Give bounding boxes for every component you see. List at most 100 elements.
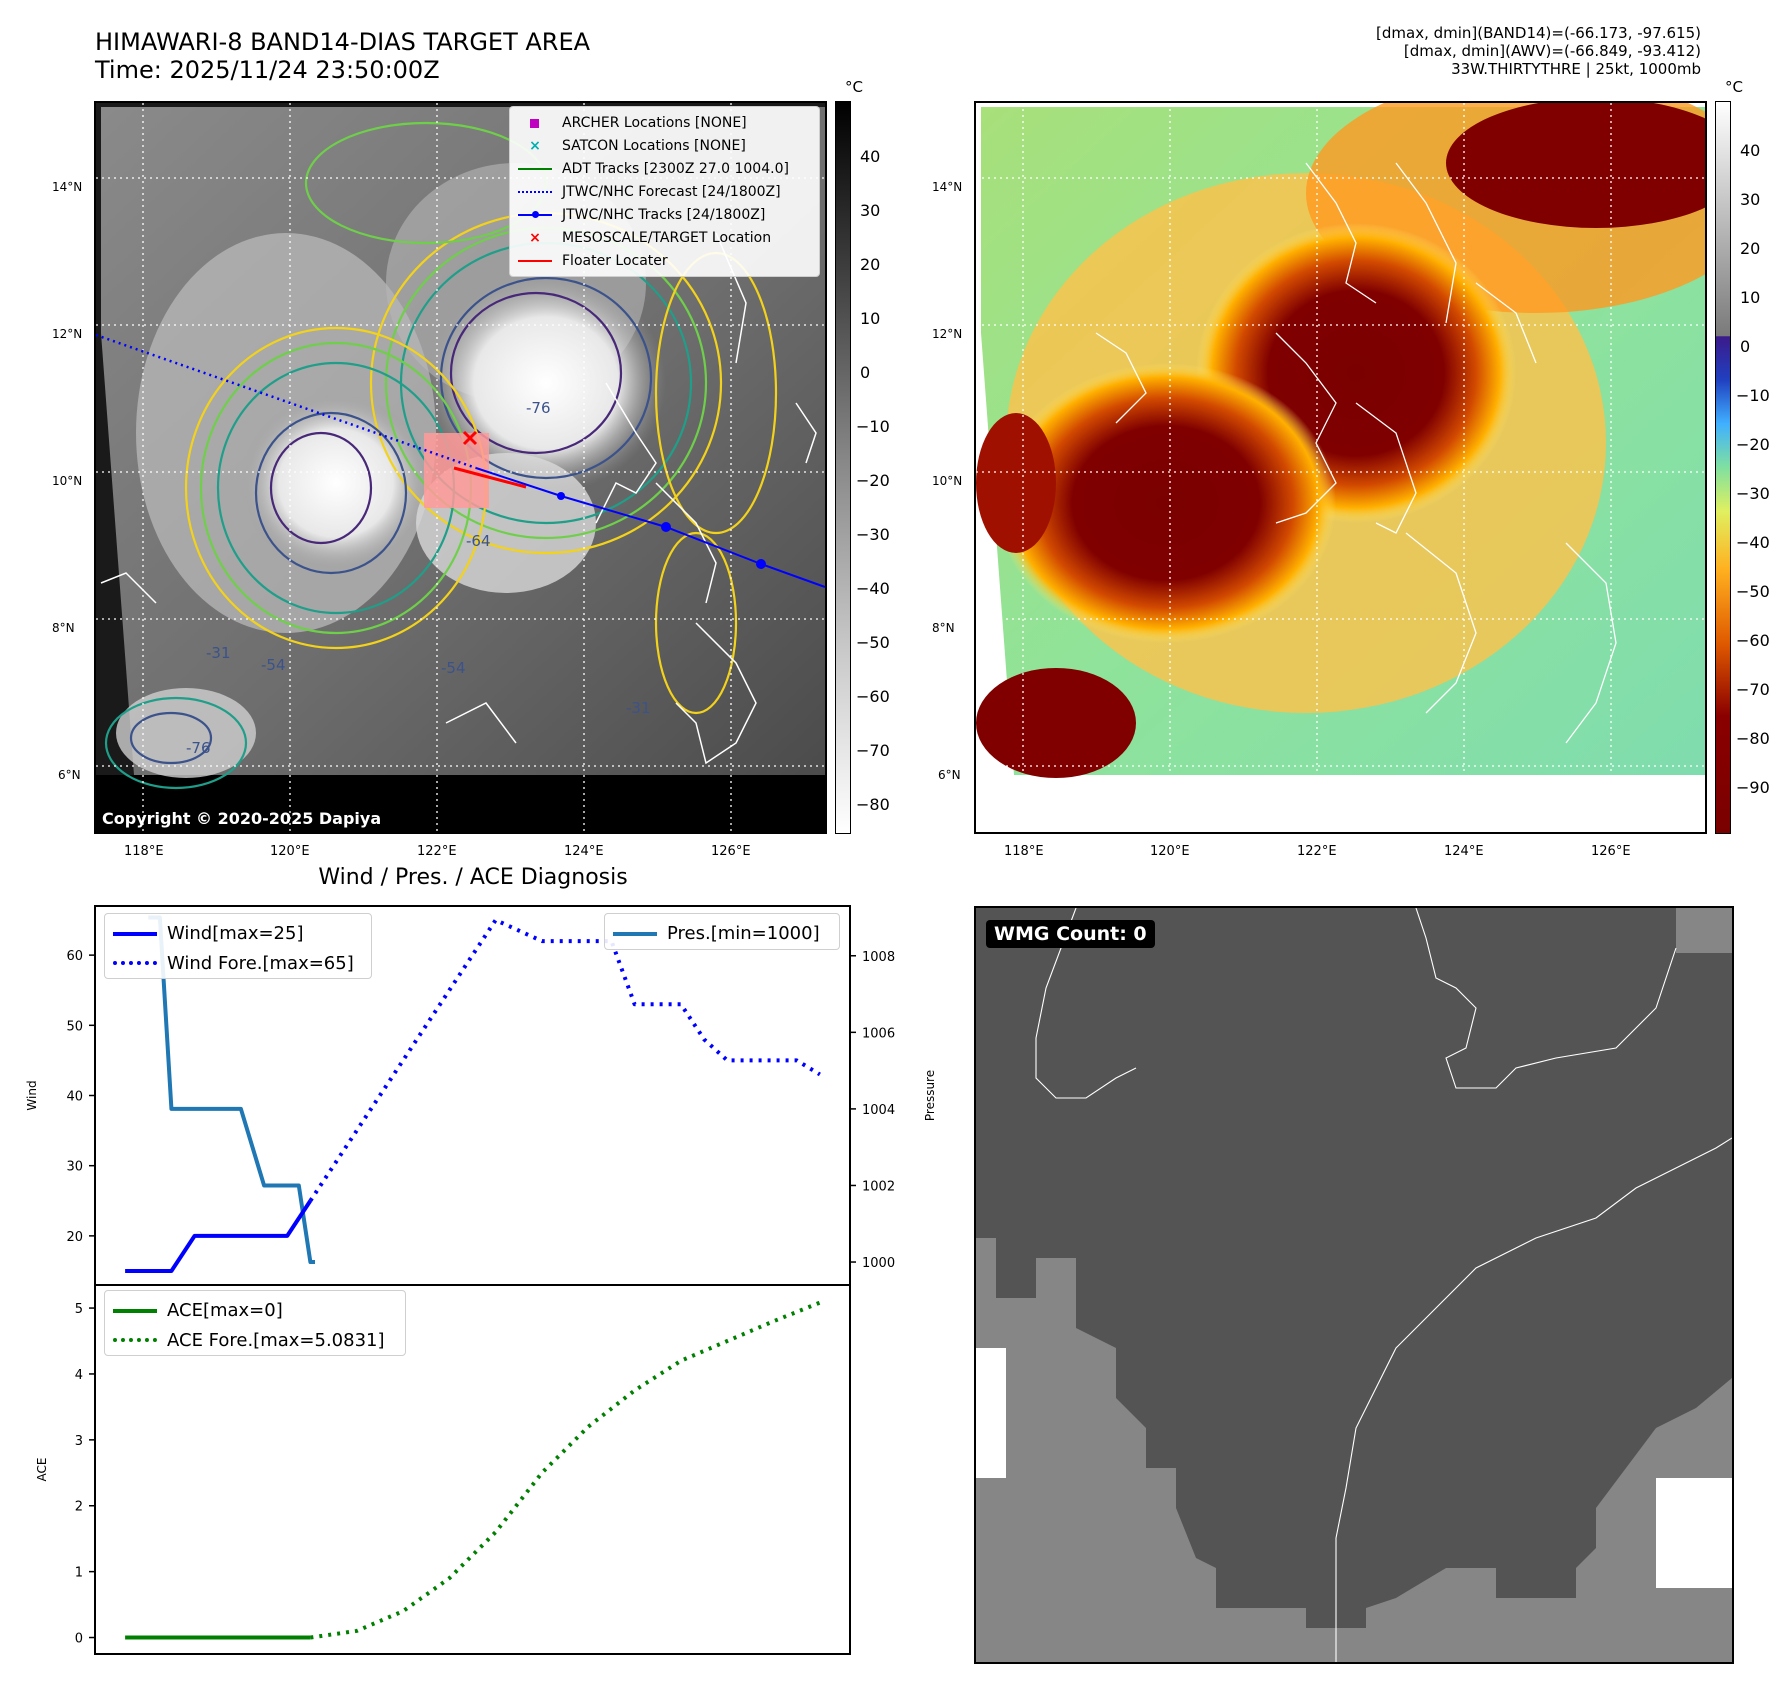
lon-label: 118°E (124, 844, 164, 859)
colorbar-tick: −60 (1736, 631, 1770, 650)
legend-item: × SATCON Locations [NONE] (518, 134, 811, 157)
y-tick-label: 50 (66, 1019, 83, 1034)
colorbar-tick: −40 (1736, 533, 1770, 552)
y-tick-label: 20 (66, 1230, 83, 1245)
coastlines (1095, 162, 1617, 744)
lon-label: 120°E (1150, 844, 1190, 859)
y-tick-label: 60 (66, 949, 83, 964)
lat-label: 12°N (932, 327, 963, 341)
colorbar-tick: −60 (856, 687, 890, 706)
lon-label: 126°E (1591, 844, 1631, 859)
wmg-count-badge: WMG Count: 0 (986, 920, 1155, 948)
wmg-panel: WMG Count: 0 (974, 906, 1734, 1664)
line-marker-icon (518, 162, 552, 176)
info-line-1: [dmax, dmin](BAND14)=(-66.173, -97.615) (1376, 24, 1701, 42)
wind-forecast-series-line (308, 918, 821, 1202)
cold-cloud-band (996, 363, 1336, 643)
lat-label: 8°N (52, 621, 75, 635)
y-tick-label: 5 (75, 1302, 83, 1317)
legend-item: Pres.[min=1000] (613, 918, 831, 948)
y2-tick-label: 1006 (862, 1026, 895, 1041)
ace-axes-frame (94, 1284, 851, 1655)
wmg-white-region (1656, 1478, 1732, 1588)
line-marker-icon (518, 254, 552, 268)
colorbar-tick: −20 (1736, 435, 1770, 454)
colorbar-tick: 20 (1740, 239, 1761, 258)
solid-line-icon (113, 926, 157, 940)
y2-tick-label: 1004 (862, 1103, 895, 1118)
x-marker-icon: × (529, 229, 541, 246)
gray-colorbar-unit: °C (845, 78, 863, 96)
lon-label: 120°E (270, 844, 310, 859)
colorbar-tick: −70 (1736, 680, 1770, 699)
colorbar-tick: 0 (860, 363, 871, 382)
colorbar-tick: 10 (1740, 288, 1761, 307)
legend-item: JTWC/NHC Forecast [24/1800Z] (518, 180, 811, 203)
target-location-marker (462, 430, 478, 446)
lat-label: 10°N (52, 474, 83, 488)
y-tick-label: 30 (66, 1160, 83, 1175)
pressure-axis-label: Pressure (923, 1070, 937, 1121)
contour-label: -76 (526, 399, 551, 417)
legend-item: JTWC/NHC Tracks [24/1800Z] (518, 203, 811, 226)
colorbar-tick: −30 (1736, 484, 1770, 503)
legend-item: ADT Tracks [2300Z 27.0 1004.0] (518, 157, 811, 180)
ace-legend: ACE[max=0] ACE Fore.[max=5.0831] (104, 1290, 406, 1356)
wind-legend: Wind[max=25] Wind Fore.[max=65] (104, 913, 372, 979)
lon-label: 118°E (1004, 844, 1044, 859)
lat-label: 8°N (932, 621, 955, 635)
legend-item: ACE[max=0] (113, 1295, 397, 1325)
convective-band (241, 393, 431, 573)
colorbar-tick: 40 (860, 147, 881, 166)
contour-label: -54 (441, 659, 466, 677)
wind-series-line (125, 1199, 313, 1273)
colorbar-tick: −10 (856, 417, 890, 436)
legend-item: Wind Fore.[max=65] (113, 948, 363, 978)
y-tick-label: 3 (75, 1434, 83, 1449)
coastlines (1035, 908, 1732, 1662)
ir-gray-map: -76 -64 -54 -54 -31 -76 -31 Copyright © … (94, 101, 827, 834)
legend-item: ARCHER Locations [NONE] (518, 111, 811, 134)
colorbar-tick: 20 (860, 255, 881, 274)
colorbar-tick: −80 (1736, 729, 1770, 748)
wmg-white-region (976, 1348, 1006, 1478)
line-dot-icon (518, 208, 552, 222)
lon-label: 122°E (417, 844, 457, 859)
lon-label: 126°E (711, 844, 751, 859)
jtwc-track-points (557, 492, 766, 569)
y2-tick-label: 1002 (862, 1179, 895, 1194)
colorbar-tick: 0 (1740, 337, 1751, 356)
info-line-2: [dmax, dmin](AWV)=(-66.849, -93.412) (1403, 42, 1701, 60)
title-line-2: Time: 2025/11/24 23:50:00Z (95, 56, 440, 84)
lat-label: 12°N (52, 327, 83, 341)
ir-color-map (974, 101, 1707, 834)
y-tick-label: 40 (66, 1090, 83, 1105)
colorbar-tick: −40 (856, 579, 890, 598)
track-point (557, 492, 565, 500)
track-point (661, 522, 671, 532)
square-marker-icon (518, 116, 552, 130)
lon-label: 124°E (564, 844, 604, 859)
y-tick-label: 1 (75, 1566, 83, 1581)
track-point (756, 559, 766, 569)
wmg-light-region (976, 1238, 1732, 1662)
y-tick-label: 2 (75, 1500, 83, 1515)
wind-axis-label: Wind (25, 1080, 39, 1110)
gray-colorbar (835, 101, 851, 834)
colorbar-tick: −70 (856, 741, 890, 760)
legend-item: × MESOSCALE/TARGET Location (518, 226, 811, 249)
map-legend: ARCHER Locations [NONE] × SATCON Locatio… (509, 106, 820, 277)
target-area-box (424, 433, 489, 508)
pressure-legend: Pres.[min=1000] (604, 913, 840, 950)
colorbar-tick: −50 (1736, 582, 1770, 601)
y-tick-label: 4 (75, 1368, 83, 1383)
coastlines (100, 232, 817, 765)
floater-locater-line (453, 466, 527, 489)
legend-item: ACE Fore.[max=5.0831] (113, 1325, 397, 1355)
legend-item: Wind[max=25] (113, 918, 363, 948)
colorbar-tick: −90 (1736, 778, 1770, 797)
ace-forecast-series-line (310, 1300, 821, 1640)
solid-line-icon (613, 926, 657, 940)
solid-line-icon (113, 1303, 157, 1317)
contour-label: -54 (261, 656, 286, 674)
